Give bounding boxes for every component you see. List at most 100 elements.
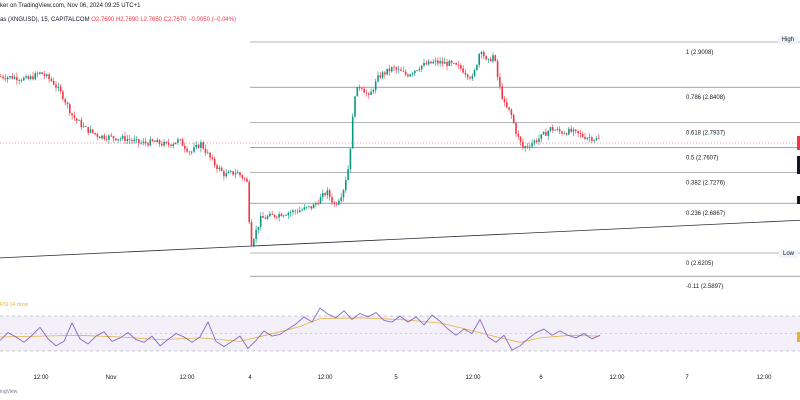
- candle-body: [478, 54, 480, 65]
- candle-body: [460, 65, 462, 69]
- candle-body: [476, 64, 478, 71]
- candle-body: [16, 76, 18, 81]
- candle-body: [190, 151, 193, 153]
- candle-body: [377, 75, 379, 82]
- candle-body: [147, 143, 149, 146]
- candle-body: [432, 61, 434, 64]
- candle-body: [200, 142, 202, 148]
- candle-body: [361, 88, 363, 89]
- candle-body: [568, 128, 570, 135]
- candle-body: [370, 91, 372, 95]
- candle-body: [296, 211, 299, 213]
- candle-body: [6, 77, 9, 80]
- candle-body: [211, 157, 214, 159]
- candle-body: [506, 102, 508, 108]
- candle-body: [25, 76, 27, 78]
- candle-body: [381, 72, 384, 78]
- candle-body: [338, 200, 340, 205]
- candle-body: [39, 72, 41, 74]
- candle-body: [471, 75, 474, 79]
- candle-body: [128, 139, 131, 141]
- candle-body: [133, 139, 135, 142]
- current-price-marker: [0, 136, 800, 204]
- candle-body: [105, 138, 108, 140]
- candle-body: [552, 127, 554, 131]
- candle-body: [13, 76, 16, 79]
- candle-body: [395, 67, 398, 70]
- candle-body: [241, 175, 244, 179]
- candle-body: [579, 133, 582, 134]
- candle-body: [558, 129, 561, 132]
- candle-body: [0, 76, 2, 78]
- candle-body: [563, 133, 566, 135]
- candle-body: [423, 63, 425, 66]
- candle-body: [489, 58, 492, 62]
- candle-body: [285, 215, 287, 216]
- candle-body: [193, 147, 195, 152]
- candle-body: [388, 68, 391, 72]
- candle-body: [227, 171, 230, 174]
- candle-body: [262, 216, 264, 218]
- candle-body: [466, 74, 469, 78]
- candle-body: [119, 138, 122, 140]
- candle-body: [411, 73, 414, 75]
- candle-body: [135, 139, 138, 140]
- candle-body: [57, 86, 60, 88]
- candle-body: [287, 212, 290, 216]
- time-axis-tick-label: 4: [248, 375, 252, 381]
- candle-body: [174, 142, 177, 145]
- candle-body: [167, 142, 170, 145]
- candle-body: [515, 123, 517, 134]
- candle-body: [457, 64, 460, 66]
- candle-body: [340, 197, 342, 201]
- candle-body: [246, 178, 248, 182]
- candle-body: [519, 136, 522, 142]
- candle-body: [595, 138, 598, 141]
- candle-body: [89, 129, 92, 133]
- candle-body: [66, 102, 69, 105]
- candle-body: [384, 72, 386, 75]
- rsi-axis-marker: [797, 332, 800, 342]
- fib-level-label: 1 (2.9008): [686, 50, 713, 56]
- candle-body: [570, 128, 572, 132]
- candle-body: [280, 213, 283, 217]
- candle-body: [416, 70, 418, 71]
- chart-source-line: ker on TradingView.com, Nov 06, 2024 09:…: [0, 3, 141, 9]
- candle-body: [94, 132, 96, 135]
- candle-body: [161, 143, 163, 146]
- candle-body: [487, 58, 490, 60]
- candle-body: [331, 197, 333, 203]
- candle-body: [2, 76, 4, 79]
- time-axis-tick-label: 12:00: [179, 375, 195, 381]
- candle-body: [547, 130, 549, 136]
- candle-body: [48, 74, 50, 79]
- candle-body: [365, 92, 368, 94]
- candle-body: [485, 56, 487, 60]
- candle-body: [420, 65, 423, 70]
- candle-body: [469, 77, 471, 79]
- candle-body: [172, 144, 175, 146]
- candle-body: [464, 72, 467, 75]
- time-axis-tick-label: 12:00: [317, 375, 333, 381]
- candle-body: [324, 193, 326, 196]
- candle-body: [82, 126, 85, 127]
- candle-body: [372, 90, 375, 92]
- candle-body: [535, 140, 538, 142]
- candle-body: [204, 148, 207, 153]
- rsi-legend: RSI 14 close: [0, 302, 29, 308]
- time-axis-tick-label: 5: [394, 375, 398, 381]
- fib-level-label: 0.618 (2.7937): [686, 131, 725, 137]
- candle-body: [259, 216, 262, 227]
- candle-body: [391, 67, 393, 72]
- ohlc-high: H2.7690: [115, 17, 139, 23]
- symbol-label: as (XNGUSD), 15, CAPITALCOM: [0, 17, 90, 23]
- candle-body: [154, 141, 156, 143]
- candle-body: [197, 144, 200, 148]
- candle-body: [462, 68, 464, 73]
- candle-body: [179, 139, 181, 141]
- candle-body: [46, 74, 48, 77]
- candle-body: [565, 133, 568, 135]
- candle-body: [591, 137, 593, 141]
- candle-body: [386, 68, 388, 75]
- candle-body: [529, 146, 531, 148]
